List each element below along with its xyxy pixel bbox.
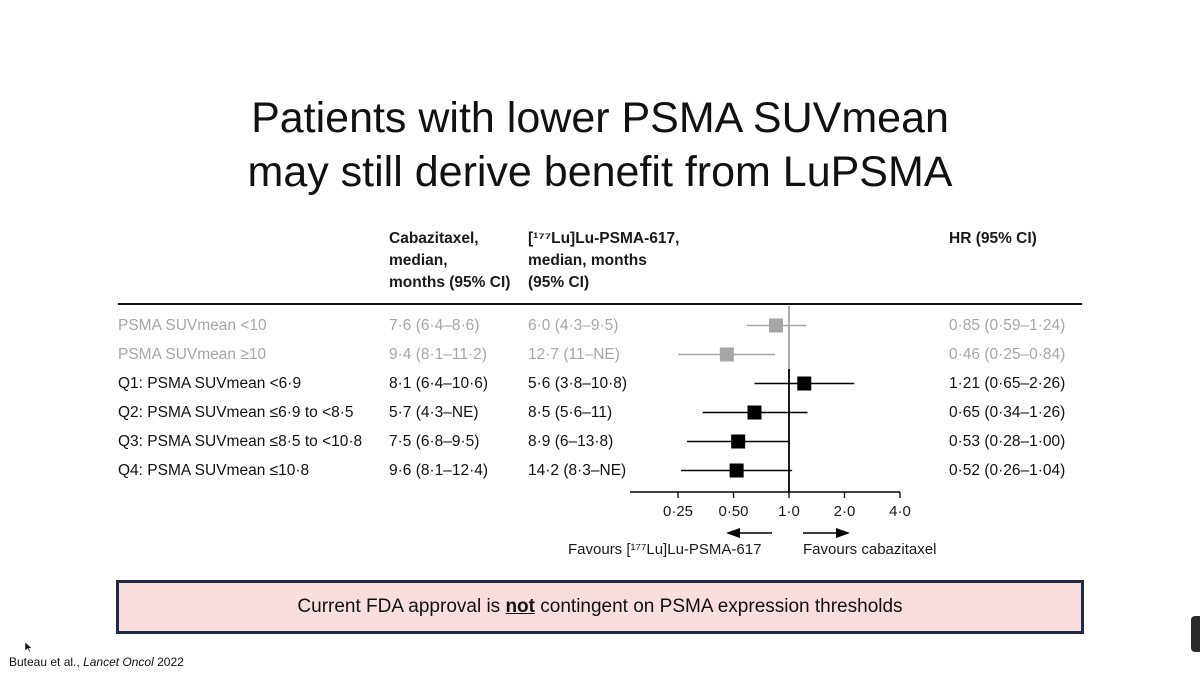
cabazitaxel-median: 8·1 (6·4–10·6) [389, 375, 489, 392]
hazard-ratio-point [719, 347, 734, 362]
lu-psma-median: 12·7 (11–NE) [528, 346, 620, 363]
hazard-ratio-value: 0·85 (0·59–1·24) [949, 317, 1066, 334]
subgroup-label: Q2: PSMA SUVmean ≤6·9 to <8·5 [118, 404, 354, 421]
x-tick-label: 1·0 [778, 503, 800, 520]
lu-psma-median: 8·9 (6–13·8) [528, 433, 614, 450]
header-lu-psma-line-1: [¹⁷⁷Lu]Lu-PSMA-617, [528, 230, 680, 247]
table-header-rule [118, 303, 1082, 305]
subgroup-row: Q3: PSMA SUVmean ≤8·5 to <10·8 7·5 (6·8–9… [0, 427, 1200, 456]
subgroup-label: Q4: PSMA SUVmean ≤10·8 [118, 462, 310, 479]
slide-title-line-1: Patients with lower PSMA SUVmean [251, 93, 949, 142]
hazard-ratio-value: 0·52 (0·26–1·04) [949, 462, 1066, 479]
x-tick-label: 0·50 [718, 503, 748, 520]
header-cabazitaxel: Cabazitaxel, median, months (95% CI) [389, 228, 510, 294]
header-lu-psma-line-2: median, months [528, 252, 647, 269]
subgroup-label: Q3: PSMA SUVmean ≤8·5 to <10·8 [118, 433, 363, 450]
favours-lu-psma-label: Favours [¹⁷⁷Lu]Lu-PSMA-617 [568, 541, 762, 558]
arrow-right-icon [836, 528, 850, 538]
hazard-ratio-point [729, 463, 744, 478]
header-hazard-ratio-line-1: HR (95% CI) [949, 230, 1037, 247]
citation: Buteau et al., Lancet Oncol 2022 [9, 655, 184, 670]
x-tick-label: 0·25 [663, 503, 693, 520]
subgroup-row: Q2: PSMA SUVmean ≤6·9 to <8·5 5·7 (4·3–NE… [0, 398, 1200, 427]
hazard-ratio-point [747, 405, 762, 420]
slide-title-line-2: may still derive benefit from LuPSMA [247, 147, 953, 196]
hazard-ratio-point [768, 318, 783, 333]
callout-text-end: contingent on PSMA expression thresholds [535, 596, 903, 617]
subgroup-label: PSMA SUVmean <10 [118, 317, 267, 334]
lu-psma-median: 6·0 (4·3–9·5) [528, 317, 619, 334]
callout-emphasis: not [505, 596, 535, 617]
cabazitaxel-median: 7·5 (6·8–9·5) [389, 433, 480, 450]
slide-title: Patients with lower PSMA SUVmean may sti… [0, 91, 1200, 199]
subgroup-row: PSMA SUVmean <10 7·6 (6·4–8·6) 6·0 (4·3–9·… [0, 311, 1200, 340]
citation-authors: Buteau et al., [9, 655, 84, 669]
mouse-pointer-icon [24, 641, 33, 653]
citation-journal: Lancet Oncol [83, 655, 154, 669]
x-tick-label: 2·0 [834, 503, 856, 520]
callout-text-start: Current FDA approval is [297, 596, 506, 617]
cabazitaxel-median: 9·6 (8·1–12·4) [389, 462, 489, 479]
hazard-ratio-value: 0·53 (0·28–1·00) [949, 433, 1066, 450]
fda-callout-box: Current FDA approval is not contingent o… [116, 580, 1084, 634]
favours-cabazitaxel-label: Favours cabazitaxel [803, 541, 937, 558]
lu-psma-median: 14·2 (8·3–NE) [528, 462, 627, 479]
cabazitaxel-median: 9·4 (8·1–11·2) [389, 346, 487, 363]
edge-scroll-tab[interactable] [1191, 616, 1200, 652]
hazard-ratio-value: 0·46 (0·25–0·84) [949, 346, 1066, 363]
header-hazard-ratio: HR (95% CI) [949, 228, 1037, 250]
cabazitaxel-median: 5·7 (4·3–NE) [389, 404, 479, 421]
header-lu-psma: [¹⁷⁷Lu]Lu-PSMA-617, median, months (95% … [528, 228, 679, 294]
header-cabazitaxel-line-3: months (95% CI) [389, 274, 511, 291]
hazard-ratio-value: 0·65 (0·34–1·26) [949, 404, 1066, 421]
hazard-ratio-point [797, 376, 812, 391]
citation-year: 2022 [153, 655, 184, 669]
lu-psma-median: 8·5 (5·6–11) [528, 404, 613, 421]
subgroup-row: Q4: PSMA SUVmean ≤10·8 9·6 (8·1–12·4) 14·2… [0, 456, 1200, 485]
cabazitaxel-median: 7·6 (6·4–8·6) [389, 317, 480, 334]
lu-psma-median: 5·6 (3·8–10·8) [528, 375, 628, 392]
header-cabazitaxel-line-1: Cabazitaxel, [389, 230, 479, 247]
subgroup-label: Q1: PSMA SUVmean <6·9 [118, 375, 302, 392]
x-tick-label: 4·0 [889, 503, 911, 520]
subgroup-row: PSMA SUVmean ≥10 9·4 (8·1–11·2) 12·7 (11–N… [0, 340, 1200, 369]
subgroup-row: Q1: PSMA SUVmean <6·9 8·1 (6·4–10·6) 5·6 (… [0, 369, 1200, 398]
hazard-ratio-point [731, 434, 746, 449]
header-lu-psma-line-3: (95% CI) [528, 274, 590, 291]
hazard-ratio-value: 1·21 (0·65–2·26) [949, 375, 1066, 392]
header-cabazitaxel-line-2: median, [389, 252, 448, 269]
arrow-left-icon [726, 528, 740, 538]
subgroup-label: PSMA SUVmean ≥10 [118, 346, 267, 363]
